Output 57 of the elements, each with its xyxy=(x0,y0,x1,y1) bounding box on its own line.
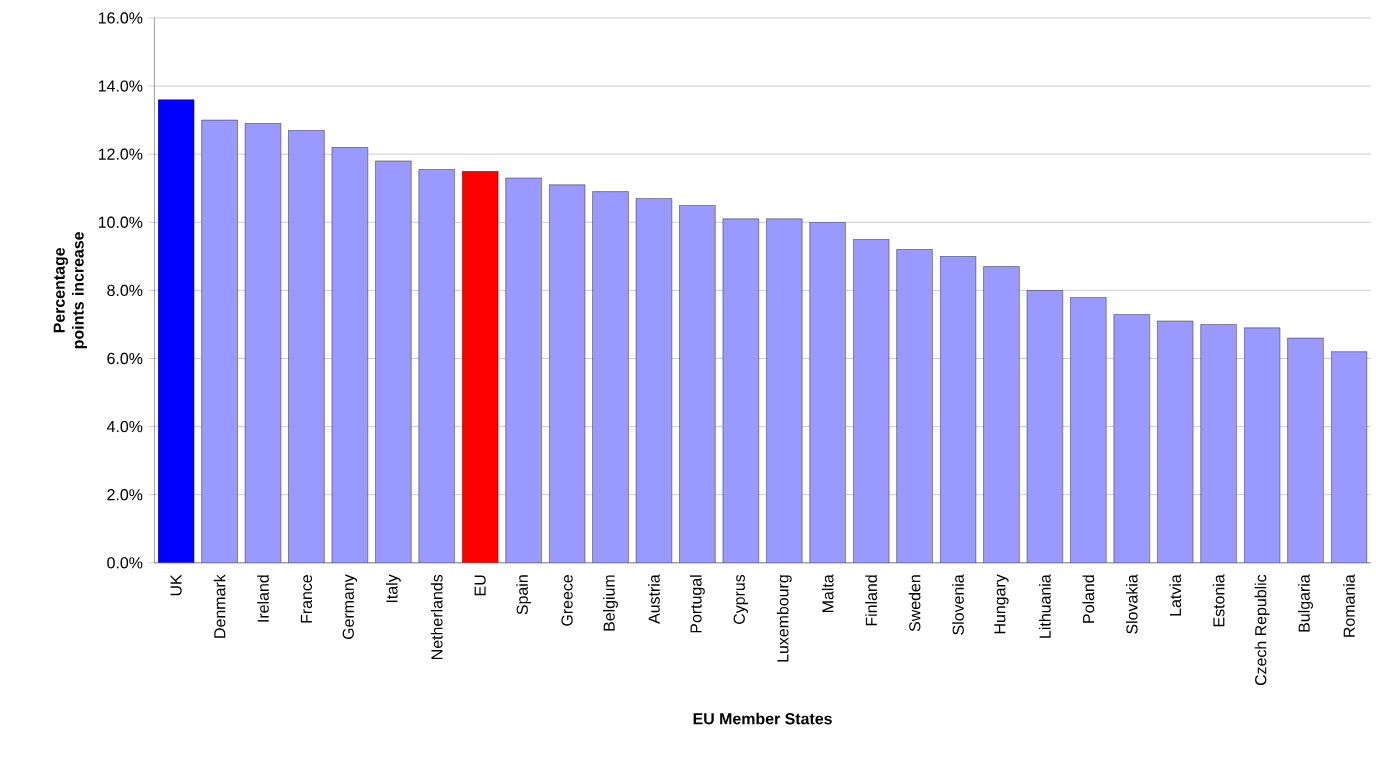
x-tick-label: Hungary xyxy=(994,574,1009,634)
x-tick-label: UK xyxy=(170,574,182,596)
bar xyxy=(809,222,846,563)
x-axis-title: EU Member States xyxy=(693,712,832,725)
bar xyxy=(983,266,1020,563)
x-tick-label: Spain xyxy=(516,575,532,615)
x-tick-label: Slovakia xyxy=(1125,574,1138,634)
x-tick-label: EU xyxy=(474,575,486,596)
x-tick-label: Estonia xyxy=(1212,574,1225,627)
bar xyxy=(1200,324,1237,563)
bar xyxy=(679,205,716,563)
bar xyxy=(1070,296,1107,563)
x-tick-label: Greece xyxy=(561,575,573,626)
x-tick-label: Latvia xyxy=(1169,574,1182,616)
bar xyxy=(462,170,499,563)
bar xyxy=(896,249,933,563)
x-tick-label: Malta xyxy=(821,574,834,612)
bar xyxy=(1243,327,1281,563)
y-tick-label: 2.0% xyxy=(107,489,143,501)
x-tick-label: Denmark xyxy=(213,574,226,638)
x-tick-label: Romania xyxy=(1343,574,1355,637)
y-axis-title: Percentage points increase xyxy=(53,232,87,349)
y-tick-label: 14.0% xyxy=(98,80,143,92)
bar xyxy=(158,99,195,563)
x-tick-label: Lithuania xyxy=(1039,574,1051,638)
y-tick-label: 6.0% xyxy=(107,352,143,365)
x-tick-label: Ireland xyxy=(257,575,269,622)
x-tick-label: France xyxy=(300,575,312,623)
x-tick-label: Italy xyxy=(385,574,401,603)
x-tick-label: Belgium xyxy=(603,575,618,631)
y-tick-label: 16.0% xyxy=(98,12,143,24)
y-tick-label: 0.0% xyxy=(107,557,143,569)
x-tick-label: Bulgaria xyxy=(1298,574,1313,632)
bar xyxy=(1330,351,1368,563)
bar xyxy=(853,239,890,563)
bar xyxy=(288,130,325,563)
x-tick-label: Luxembourg xyxy=(776,575,792,662)
x-tick-label: Czech Republic xyxy=(1254,574,1270,686)
bar xyxy=(592,191,629,563)
x-tick-label: Netherlands xyxy=(430,574,443,659)
x-tick-label: Portugal xyxy=(689,575,705,633)
x-tick-label: Cyprus xyxy=(733,574,749,624)
bar xyxy=(418,169,455,563)
bar xyxy=(939,256,977,563)
y-tick-label: 8.0% xyxy=(107,284,143,296)
y-tick-label: 12.0% xyxy=(98,148,143,160)
x-tick-label: Sweden xyxy=(908,575,921,632)
x-tick-label: Poland xyxy=(1082,575,1095,623)
bar xyxy=(766,218,803,563)
bar xyxy=(375,160,412,563)
x-tick-label: Germany xyxy=(342,574,358,640)
bar xyxy=(548,184,586,563)
y-tick-label: 10.0% xyxy=(98,216,143,228)
y-tick-label: 4.0% xyxy=(106,420,143,433)
x-tick-label: Slovenia xyxy=(952,574,964,635)
x-tick-label: Finland xyxy=(865,575,877,626)
x-tick-label: Austria xyxy=(648,574,660,624)
